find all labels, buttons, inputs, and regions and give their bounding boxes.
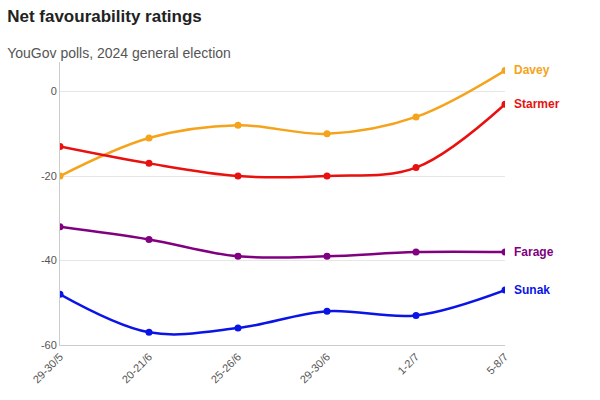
svg-text:Davey: Davey — [514, 63, 550, 77]
svg-text:-60: -60 — [41, 339, 57, 351]
svg-text:29-30/6: 29-30/6 — [297, 351, 332, 386]
svg-text:25-26/6: 25-26/6 — [208, 351, 243, 386]
svg-text:Starmer: Starmer — [514, 97, 560, 111]
svg-text:-20: -20 — [41, 170, 57, 182]
svg-text:0: 0 — [51, 85, 57, 97]
svg-text:Farage: Farage — [514, 245, 554, 259]
svg-text:29-30/5: 29-30/5 — [30, 351, 65, 386]
svg-text:YouGov polls, 2024 general ele: YouGov polls, 2024 general election — [7, 45, 231, 61]
svg-text:Net favourability ratings: Net favourability ratings — [7, 7, 202, 26]
svg-text:Sunak: Sunak — [514, 283, 550, 297]
svg-text:-40: -40 — [41, 254, 57, 266]
svg-text:1-2/7: 1-2/7 — [395, 351, 421, 377]
svg-text:20-21/6: 20-21/6 — [119, 351, 154, 386]
svg-text:5-8/7: 5-8/7 — [484, 351, 510, 377]
